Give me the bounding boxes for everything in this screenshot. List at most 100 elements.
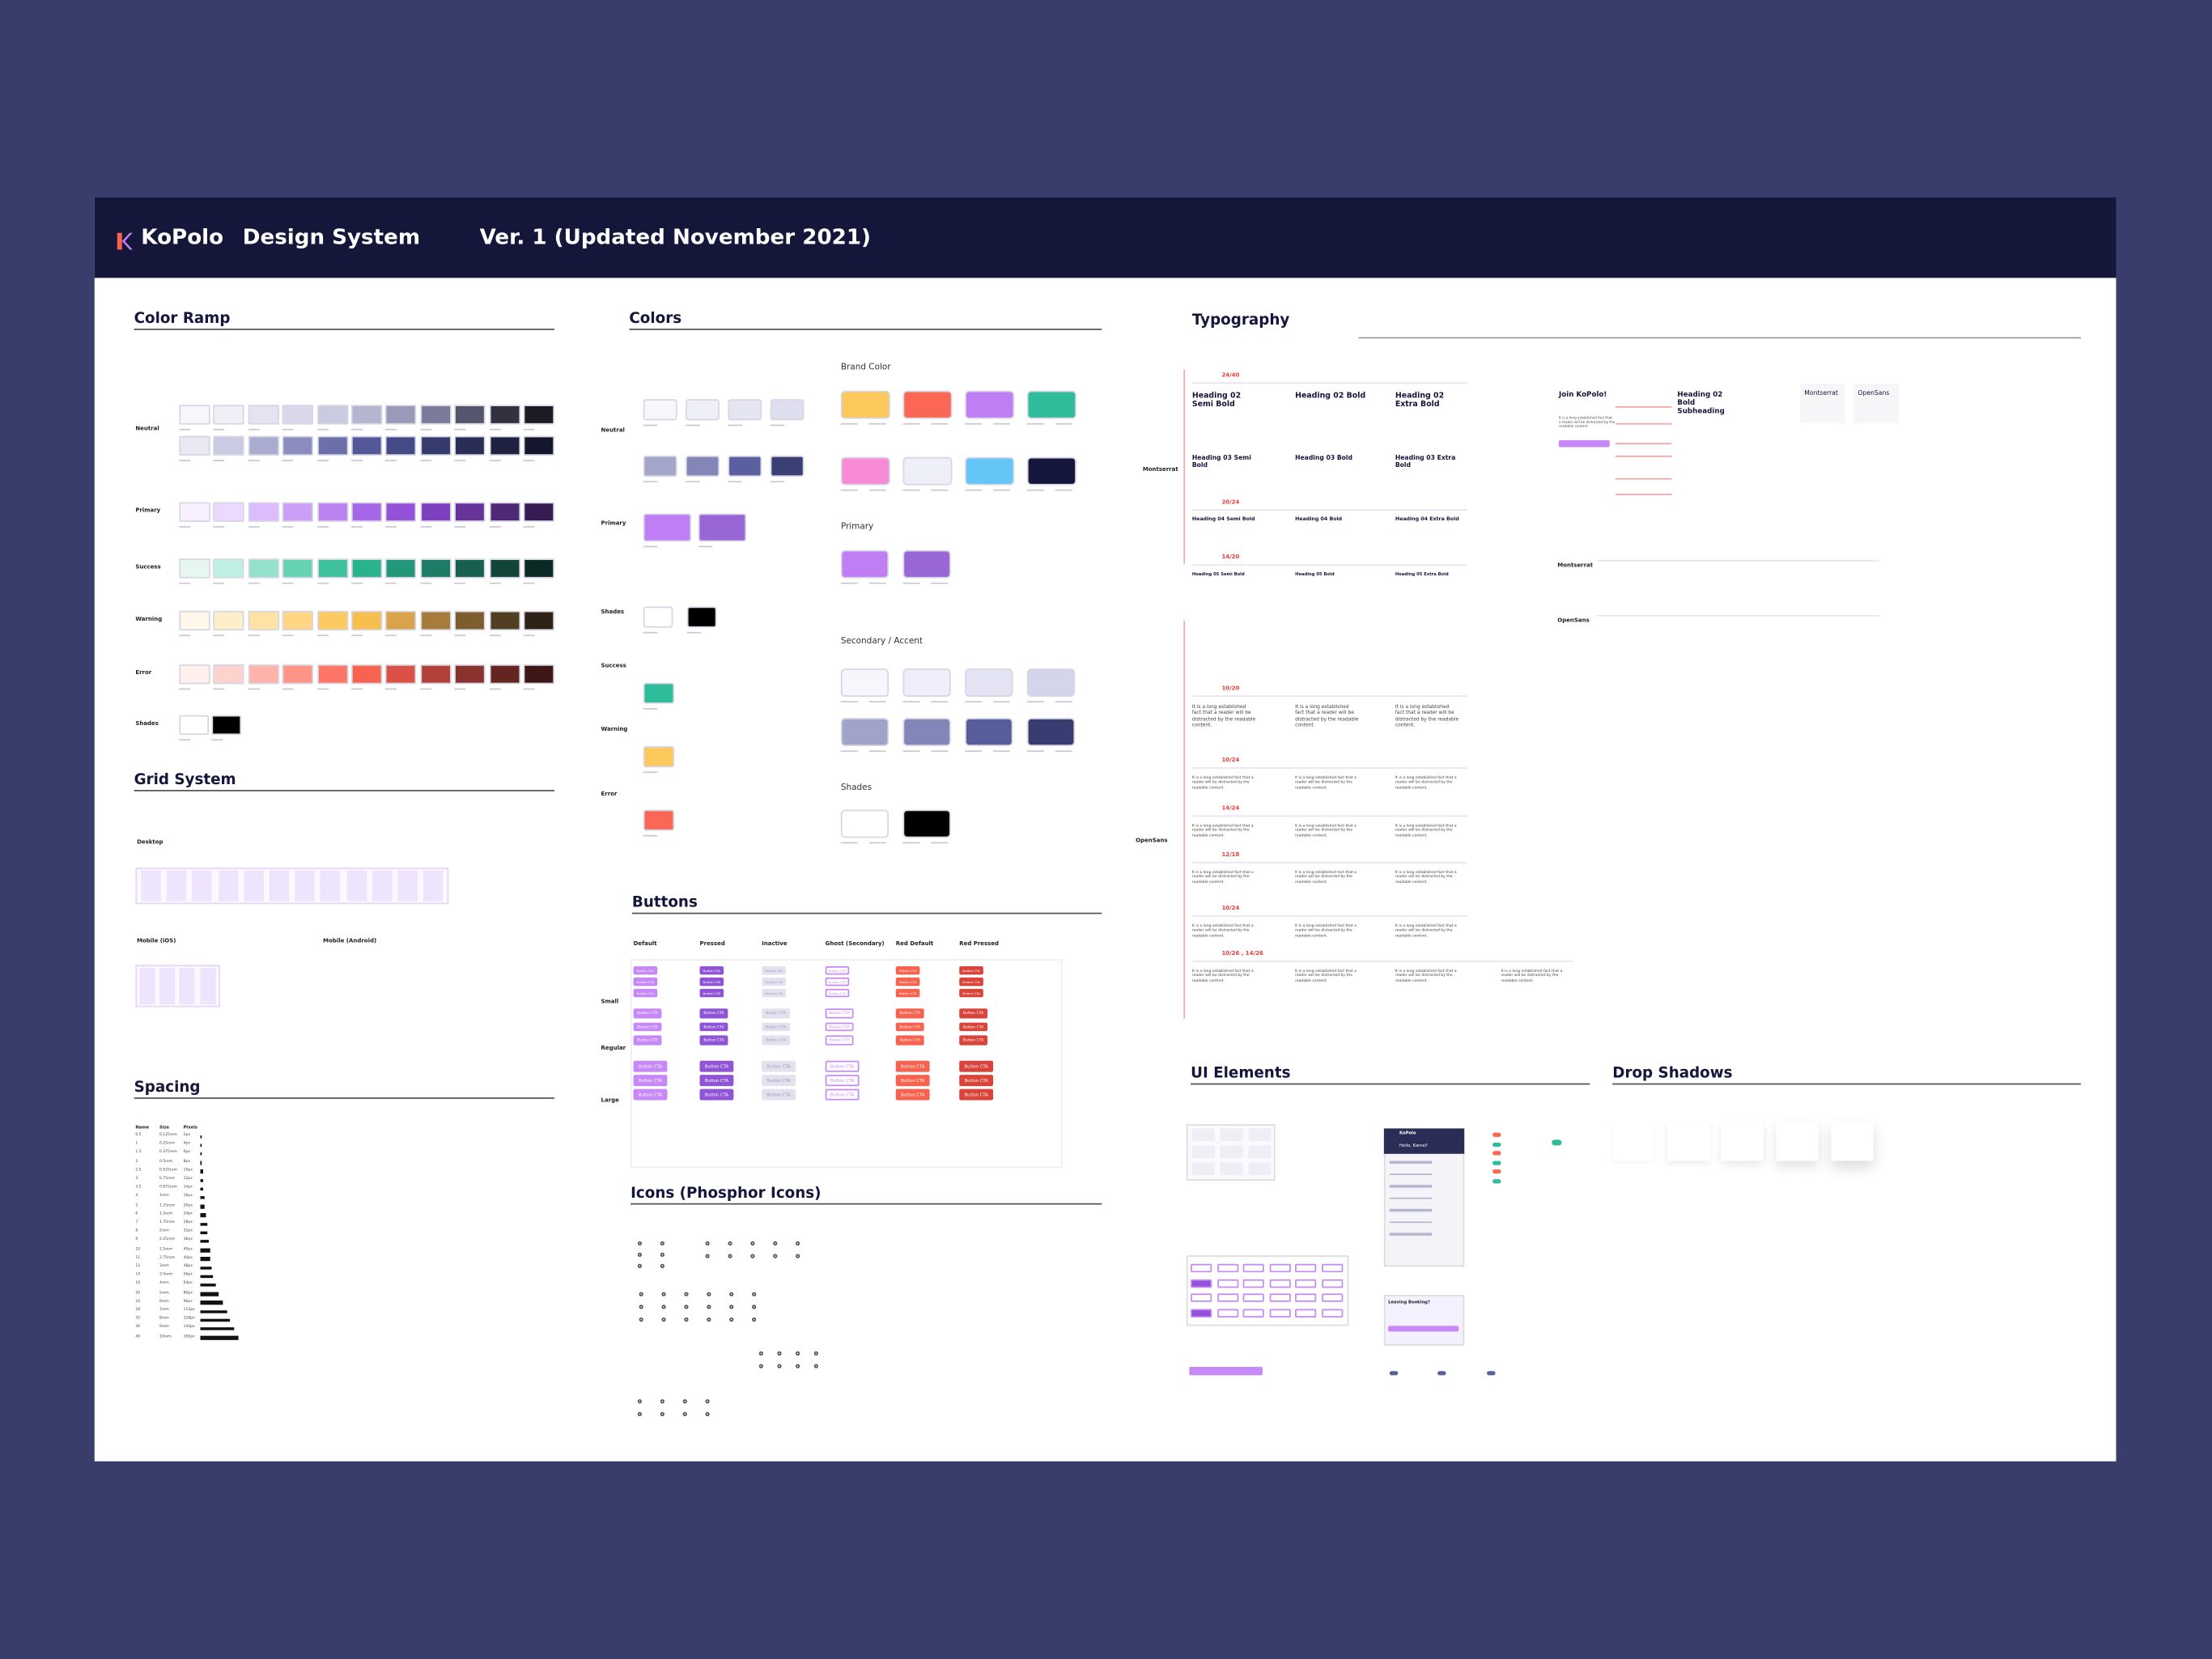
phone-header — [1383, 1128, 1465, 1154]
chip — [1191, 1308, 1212, 1317]
toggle — [1492, 1178, 1501, 1183]
swatch — [1026, 718, 1076, 747]
grid-column — [346, 870, 367, 902]
caption-placeholder — [868, 489, 886, 491]
swatch — [213, 664, 245, 685]
section-title: Buttons — [631, 894, 698, 911]
caption-placeholder — [840, 489, 858, 491]
swatch — [351, 435, 383, 456]
caption-placeholder — [248, 428, 260, 431]
button-sample: Button CTA — [699, 1075, 734, 1086]
icon-glyph — [705, 1241, 710, 1246]
phone-app-name: KoPolo — [1399, 1130, 1416, 1136]
caption-placeholder — [993, 422, 1010, 425]
icon-glyph — [752, 1305, 757, 1309]
icon-glyph — [813, 1364, 818, 1368]
grid-column — [371, 870, 393, 902]
icon-glyph — [773, 1254, 778, 1258]
caption-placeholder — [213, 688, 225, 690]
type-guide — [1183, 620, 1185, 1019]
type-size: 12/18 — [1221, 851, 1240, 858]
caption-placeholder — [213, 428, 225, 431]
swatch — [179, 715, 209, 736]
swatch — [489, 502, 520, 522]
dialog-button — [1388, 1326, 1459, 1332]
spacing-bar — [200, 1292, 219, 1296]
button-column-label: Inactive — [762, 939, 788, 947]
spacing-cell: 5rem — [159, 1290, 169, 1295]
swatch — [643, 682, 675, 704]
section-rule — [630, 1203, 1102, 1205]
type-size: 14/24 — [1221, 804, 1240, 812]
swatch — [385, 405, 417, 425]
spacing-cell: 32px — [183, 1228, 193, 1233]
body-sample: It is a long established fact that a rea… — [1191, 775, 1254, 790]
button-sample: Button CTA — [762, 977, 786, 986]
icon-glyph — [660, 1241, 664, 1246]
spacing-bar — [200, 1195, 205, 1200]
caption-placeholder — [993, 489, 1010, 491]
chip — [1295, 1263, 1317, 1273]
button-sample: Button CTA — [762, 1075, 796, 1086]
spacing-cell: 3.5 — [135, 1185, 142, 1190]
body-sample: It is a long established fact that a rea… — [1295, 870, 1356, 885]
caption-placeholder — [643, 424, 658, 426]
swatch — [902, 456, 953, 486]
swatch — [213, 502, 245, 522]
chip — [1216, 1263, 1238, 1273]
icon-glyph — [729, 1317, 734, 1322]
swatch — [351, 405, 383, 425]
body-sample: It is a long established fact that a rea… — [1395, 823, 1457, 838]
swatch — [643, 455, 677, 477]
colors-group-label: Error — [601, 790, 618, 797]
spacing-cell: 48px — [183, 1263, 193, 1268]
button-sample: Button CTA — [699, 1088, 734, 1100]
button-sample: Button CTA — [825, 1021, 854, 1032]
caption-placeholder — [840, 582, 858, 584]
icon-glyph — [684, 1317, 689, 1322]
swatch — [489, 405, 520, 425]
colors-subtitle: Primary — [840, 521, 874, 532]
swatch — [248, 558, 279, 579]
button-sample: Button CTA — [959, 1060, 994, 1071]
spacing-cell: 6 — [135, 1211, 138, 1216]
swatch — [211, 715, 242, 736]
colors-subtitle: Secondary / Accent — [840, 636, 923, 647]
type-rule — [1191, 915, 1467, 916]
button-sample: Button CTA — [633, 1088, 668, 1100]
spacing-cell: 20px — [183, 1203, 193, 1207]
colors-group-label: Neutral — [601, 426, 625, 434]
caption-placeholder — [931, 489, 949, 491]
swatch — [698, 513, 747, 542]
type-size: 10/24 — [1221, 904, 1240, 911]
caption-placeholder — [420, 460, 432, 461]
section-title: Color Ramp — [134, 310, 231, 328]
spacing-cell: 40 — [135, 1334, 141, 1339]
header-bar — [94, 197, 2116, 278]
spacing-bar — [200, 1187, 204, 1191]
swatch — [179, 502, 210, 522]
button-size-label: Large — [601, 1096, 619, 1104]
button-sample: Button CTA — [825, 1088, 860, 1100]
header-title: Design System — [242, 224, 421, 250]
caption-placeholder — [931, 582, 949, 584]
ramp-label: Shades — [135, 719, 159, 727]
swatch — [523, 435, 554, 456]
spacing-cell: 8 — [135, 1228, 138, 1233]
caption-placeholder — [385, 634, 397, 637]
caption-placeholder — [965, 422, 983, 425]
caption-placeholder — [686, 631, 702, 634]
icon-glyph — [639, 1292, 643, 1296]
spacing-bar — [200, 1152, 202, 1156]
shadow-card — [1612, 1121, 1655, 1161]
caption-placeholder — [523, 526, 535, 528]
logo-icon — [117, 228, 133, 250]
caption-placeholder — [454, 634, 466, 637]
spacing-cell: 2.25rem — [159, 1237, 175, 1242]
button-sample: Button CTA — [895, 1060, 930, 1071]
ramp-label: Neutral — [135, 424, 159, 432]
icon-glyph — [684, 1305, 689, 1309]
heading-sample: Heading 05 Semi Bold — [1191, 571, 1245, 577]
heading-sample: Heading 04 Bold — [1295, 516, 1343, 522]
caption-placeholder — [489, 688, 501, 690]
